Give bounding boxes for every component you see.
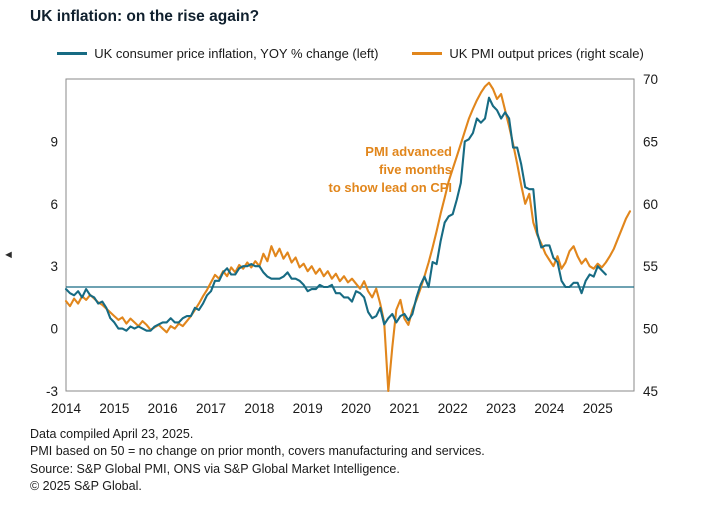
x-axis-year-label: 2024: [534, 401, 565, 416]
footnote-copyright: © 2025 S&P Global.: [30, 479, 142, 494]
legend-item-pmi: UK PMI output prices (right scale): [412, 46, 644, 61]
x-axis-year-label: 2022: [438, 401, 468, 416]
annotation-line-1: PMI advanced: [365, 144, 452, 159]
cpi-line: [64, 96, 607, 332]
x-axis-year-label: 2017: [196, 401, 226, 416]
chart-footnotes: Data compiled April 23, 2025. PMI based …: [30, 426, 485, 496]
x-axis-year-label: 2021: [389, 401, 419, 416]
right-axis-tick-label: 65: [643, 134, 658, 149]
x-axis-year-label: 2014: [51, 401, 82, 416]
left-axis-tick-label: 3: [50, 259, 58, 274]
left-axis-tick-label: 0: [50, 322, 58, 337]
left-axis-tick-label: -3: [46, 384, 58, 399]
x-axis-year-label: 2016: [148, 401, 178, 416]
footnote-pmi-note: PMI based on 50 = no change on prior mon…: [30, 444, 485, 459]
collapse-arrow-icon[interactable]: ◄: [3, 249, 14, 261]
annotation-line-3: to show lead on CPI: [328, 180, 452, 195]
right-axis-tick-label: 55: [643, 259, 658, 274]
right-axis-tick-label: 45: [643, 384, 658, 399]
footnote-compiled: Data compiled April 23, 2025.: [30, 427, 194, 441]
footnote-source: Source: S&P Global PMI, ONS via S&P Glob…: [30, 461, 400, 476]
annotation-line-2: five months: [379, 162, 452, 177]
legend-label-cpi: UK consumer price inflation, YOY % chang…: [94, 46, 379, 61]
left-axis-tick-label: 9: [50, 134, 58, 149]
right-axis-tick-label: 60: [643, 197, 658, 212]
x-axis-year-label: 2025: [583, 401, 613, 416]
chart-annotation: PMI advanced five months to show lead on…: [252, 143, 452, 197]
plot-border: [65, 78, 635, 392]
x-axis-year-label: 2015: [99, 401, 129, 416]
chart-legend: UK consumer price inflation, YOY % chang…: [0, 46, 701, 61]
cpi-line-swatch: [57, 52, 88, 55]
x-axis-year-label: 2023: [486, 401, 516, 416]
x-axis-year-label: 2018: [244, 401, 274, 416]
x-axis-year-label: 2019: [293, 401, 323, 416]
pmi-line: [64, 81, 632, 393]
right-axis-tick-label: 50: [643, 322, 658, 337]
pmi-line-swatch: [412, 52, 443, 55]
left-axis-tick-label: 6: [50, 197, 58, 212]
legend-label-pmi: UK PMI output prices (right scale): [449, 46, 644, 61]
legend-item-cpi: UK consumer price inflation, YOY % chang…: [57, 46, 378, 61]
x-axis-year-label: 2020: [341, 401, 371, 416]
page-title: UK inflation: on the rise again?: [30, 8, 260, 25]
right-axis-tick-label: 70: [643, 72, 658, 87]
